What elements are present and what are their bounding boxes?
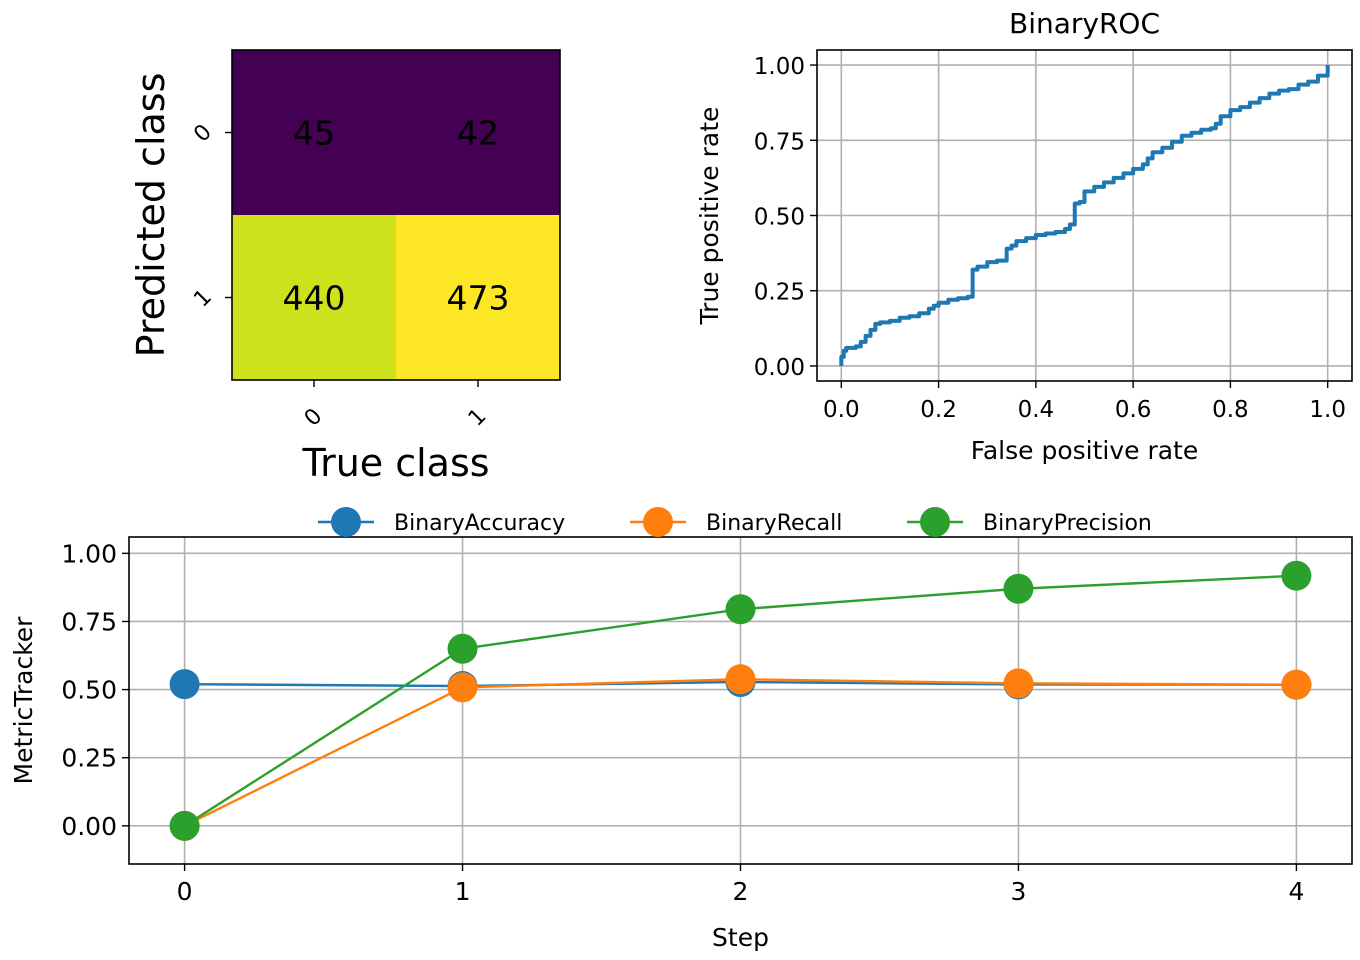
y-tick-label: 0.00 xyxy=(754,355,805,381)
x-tick-label: 1 xyxy=(464,404,492,432)
x-tick-label: 0 xyxy=(177,877,193,906)
y-tick-label: 1 xyxy=(189,285,217,313)
x-tick-label: 4 xyxy=(1288,877,1304,906)
series-marker-BinaryRecall xyxy=(1281,669,1312,700)
heatmap-cell xyxy=(232,215,396,380)
series-marker-BinaryRecall xyxy=(447,672,478,703)
y-tick-label: 0.50 xyxy=(61,676,117,705)
heatmap-cell xyxy=(396,215,560,380)
x-axis-label: Step xyxy=(712,923,769,952)
series-marker-BinaryRecall xyxy=(1003,668,1034,699)
x-axis-label: True class xyxy=(301,441,489,485)
confusion-matrix-panel: 45 42 440 473 0 1 0 1 True class Predicted class xyxy=(129,49,561,485)
series-marker-BinaryPrecision xyxy=(447,633,478,664)
legend-marker xyxy=(920,507,950,537)
y-tick-label: 1.00 xyxy=(61,539,117,568)
y-tick-label: 0.25 xyxy=(61,744,117,773)
y-tick-label: 0.25 xyxy=(754,280,805,306)
x-tick-label: 0.8 xyxy=(1212,397,1249,423)
y-tick-label: 0.50 xyxy=(754,205,805,231)
heatmap-frame xyxy=(231,49,561,381)
y-axis-label: True positive rate xyxy=(695,107,724,326)
series-marker-BinaryPrecision xyxy=(725,594,756,625)
y-axis-label: Predicted class xyxy=(129,73,173,358)
series-marker-BinaryRecall xyxy=(725,664,756,695)
roc-curve-panel: 0.0 0.2 0.4 0.6 0.8 1.0 0.00 0.25 0.50 0.75 1.00 Bi… xyxy=(695,7,1353,465)
legend-marker xyxy=(643,507,673,537)
x-tick-label: 0.4 xyxy=(1018,397,1055,423)
cell-value-label: 42 xyxy=(457,114,499,153)
cell-value-label: 473 xyxy=(447,279,510,318)
legend-label: BinaryPrecision xyxy=(983,511,1152,536)
y-tick-label: 0.00 xyxy=(61,812,117,841)
x-axis-label: False positive rate xyxy=(971,436,1199,465)
y-axis-label: MetricTracker xyxy=(9,616,38,785)
heatmap-cell xyxy=(396,50,560,215)
x-tick-label: 0.6 xyxy=(1115,397,1152,423)
series-marker-BinaryPrecision xyxy=(1003,573,1034,604)
legend-label: BinaryRecall xyxy=(706,511,842,536)
x-tick-label: 0.0 xyxy=(823,397,860,423)
y-tick-label: 0.75 xyxy=(61,607,117,636)
series-marker-BinaryPrecision xyxy=(1281,560,1312,591)
heatmap-cell xyxy=(232,50,396,215)
x-tick-label: 0 xyxy=(300,404,328,432)
y-tick-label: 1.00 xyxy=(754,54,805,80)
series-marker-BinaryAccuracy xyxy=(169,669,200,700)
series-marker-BinaryPrecision xyxy=(169,810,200,841)
cell-value-label: 440 xyxy=(283,279,346,318)
metric-tracker-panel: 0 1 2 3 4 0.00 0.25 0.50 0.75 1.00 Step MetricTrack… xyxy=(9,507,1353,952)
x-tick-label: 3 xyxy=(1011,877,1027,906)
x-tick-label: 1 xyxy=(455,877,471,906)
chart-title: BinaryROC xyxy=(1009,7,1160,40)
y-tick-label: 0 xyxy=(189,120,217,148)
x-tick-label: 0.2 xyxy=(920,397,957,423)
legend-marker xyxy=(331,507,361,537)
y-tick-label: 0.75 xyxy=(754,129,805,155)
roc-curve-line xyxy=(839,65,1330,366)
legend-label: BinaryAccuracy xyxy=(394,511,565,536)
cell-value-label: 45 xyxy=(293,114,335,153)
x-tick-label: 1.0 xyxy=(1309,397,1346,423)
x-tick-label: 2 xyxy=(733,877,749,906)
